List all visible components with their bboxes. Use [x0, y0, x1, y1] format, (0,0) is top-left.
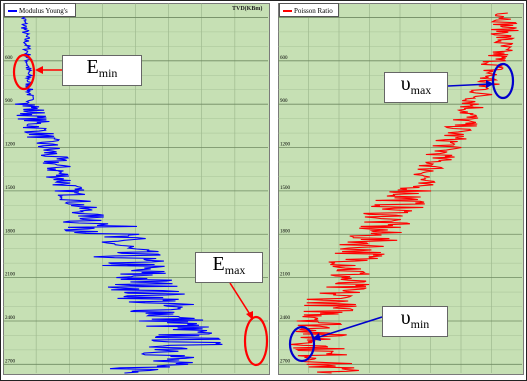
emax-arrow	[229, 282, 252, 317]
depth-tick-label: 1800	[280, 229, 291, 234]
emin-subscript: min	[98, 66, 118, 81]
emax-subscript: max	[224, 263, 246, 278]
depth-tick-label: 2400	[280, 316, 291, 321]
vmin-subscript: min	[410, 317, 430, 332]
vmin-label: υmin	[382, 306, 448, 337]
emax-label: Emax	[195, 252, 263, 283]
depth-tick-label: 1500	[5, 186, 16, 191]
vmin-arrowhead	[312, 333, 321, 341]
poisson-ratio-legend: Poisson Ratio	[279, 3, 339, 17]
depth-tick-label: 1200	[5, 143, 16, 148]
vmax-arrow	[447, 83, 491, 87]
emin-ring	[12, 53, 36, 91]
poisson-ratio-track	[278, 3, 524, 375]
vmax-arrowhead	[486, 80, 494, 88]
legend-label: Poisson Ratio	[294, 7, 333, 15]
depth-tick-label: 2700	[280, 359, 291, 364]
legend-label: Modulus Young's	[19, 7, 68, 15]
vmin-symbol: υ	[400, 307, 411, 329]
vmax-label: υmax	[384, 72, 448, 103]
emax-arrowhead	[246, 311, 253, 320]
young-modulus-legend: Modulus Young's	[4, 3, 76, 17]
depth-tick-label: 600	[5, 56, 13, 61]
depth-tick-label: 2100	[280, 273, 291, 278]
vmax-ring	[491, 62, 515, 100]
emin-symbol: E	[86, 56, 99, 78]
vmax-symbol: υ	[400, 73, 411, 95]
depth-axis-header: TVD(KBm)	[232, 6, 263, 12]
legend-swatch	[8, 10, 17, 13]
young-modulus-curve	[15, 12, 223, 374]
depth-tick-label: 1200	[280, 143, 291, 148]
emax-symbol: E	[212, 253, 225, 275]
depth-tick-label: 2400	[5, 316, 16, 321]
poisson-ratio-curve	[290, 12, 519, 374]
emin-label: Emin	[62, 55, 142, 86]
depth-tick-label: 900	[5, 99, 13, 104]
depth-tick-label: 2100	[5, 273, 16, 278]
legend-swatch	[283, 10, 292, 13]
vmin-ring	[288, 325, 316, 363]
depth-tick-label: 1500	[280, 186, 291, 191]
vmin-arrow	[315, 316, 383, 339]
emin-arrowhead	[35, 66, 43, 74]
emax-ring	[243, 315, 269, 367]
depth-tick-label: 2700	[5, 359, 16, 364]
depth-tick-label: 600	[280, 56, 288, 61]
depth-tick-label: 900	[280, 99, 288, 104]
vmax-subscript: max	[410, 83, 432, 98]
depth-tick-label: 1800	[5, 229, 16, 234]
